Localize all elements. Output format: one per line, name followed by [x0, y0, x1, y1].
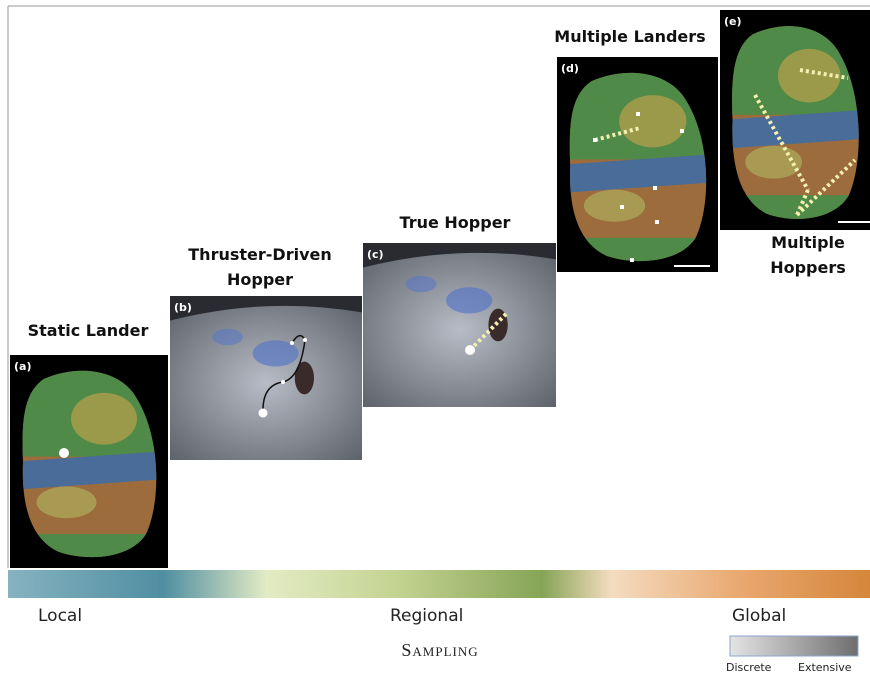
hop-path [594, 126, 641, 142]
hop-path [795, 158, 857, 217]
ice-patch [445, 287, 493, 314]
crater [488, 308, 508, 342]
terrain-blue [22, 451, 157, 490]
ice-patch [252, 340, 299, 367]
panel-label: (e) [724, 15, 742, 28]
terrain-yellow [745, 145, 803, 179]
panel-label: (d) [561, 62, 579, 75]
lander [655, 220, 659, 224]
sampling-gradient [8, 570, 870, 598]
legend-label: Discrete [726, 661, 772, 674]
lander [636, 112, 640, 116]
ice-patch [212, 328, 243, 346]
legend-gradient [729, 635, 859, 657]
waypoint [281, 380, 285, 384]
panel-label: (b) [174, 301, 192, 314]
panel-title: Thruster-Driven [188, 245, 331, 264]
panel-label: (c) [367, 248, 384, 261]
panel-title: Multiple [771, 233, 845, 252]
lander [653, 186, 657, 190]
asteroid [569, 72, 707, 262]
lander [593, 138, 597, 142]
panel-title: Multiple Landers [554, 27, 705, 46]
legend-label: Extensive [798, 661, 852, 674]
lander [258, 408, 268, 418]
panel-title: Hopper [227, 270, 293, 289]
lander [630, 258, 634, 262]
surface [363, 252, 556, 407]
waypoint [303, 338, 307, 342]
terrain-yellow [619, 95, 687, 148]
scale-label: Global [732, 606, 786, 626]
lander [680, 129, 684, 133]
terrain-yellow [71, 392, 137, 445]
hop-trajectory [262, 334, 306, 414]
hop-path [753, 94, 810, 191]
scale-label: Local [38, 606, 82, 626]
hop-path [795, 189, 810, 216]
terrain-yellow [36, 486, 97, 519]
lander [59, 448, 69, 458]
scale-label: Regional [390, 606, 463, 626]
terrain-blue [569, 154, 707, 193]
lander [620, 205, 624, 209]
terrain-yellow [583, 189, 646, 222]
surface-rock [363, 252, 556, 407]
terrain-yellow [777, 48, 841, 103]
panel-label: (a) [14, 360, 31, 373]
ice-patch [405, 275, 437, 293]
hop-path [799, 68, 849, 80]
waypoint [290, 341, 294, 345]
axis-title: Sampling [401, 640, 478, 660]
lander [465, 345, 475, 355]
terrain-blue [732, 109, 859, 149]
surface [170, 305, 362, 460]
panel-title: Static Lander [28, 321, 149, 340]
asteroid [732, 26, 859, 219]
crater [294, 361, 314, 395]
hop-path [468, 310, 510, 352]
panel-title: Hoppers [770, 258, 846, 277]
surface-rock [170, 305, 362, 460]
panel-title: True Hopper [400, 213, 511, 232]
